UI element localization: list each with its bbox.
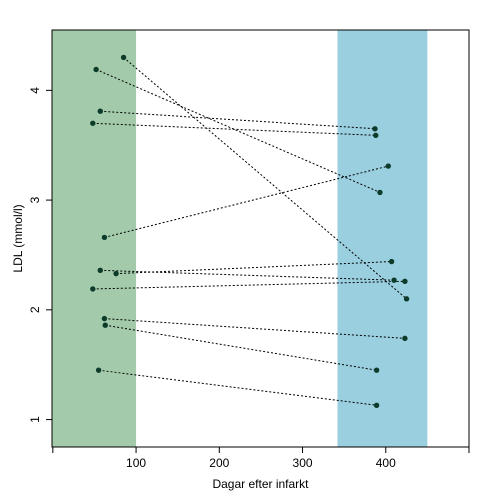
point-9-first bbox=[101, 315, 108, 322]
point-3-second bbox=[372, 126, 378, 132]
y-tick-label-3: 3 bbox=[28, 196, 42, 203]
point-7-first bbox=[113, 270, 119, 277]
pair-line-3 bbox=[100, 110, 375, 130]
point-10-first bbox=[102, 322, 108, 328]
y-axis-title: LDL (mmol/l) bbox=[11, 204, 25, 272]
point-1-first bbox=[120, 54, 127, 61]
point-4-first bbox=[90, 120, 96, 126]
x-tick-label-100: 100 bbox=[126, 456, 146, 470]
x-axis-title: Dagar efter infarkt bbox=[212, 477, 309, 491]
pair-line-2 bbox=[95, 69, 381, 193]
x-axis: 100 200 300 400 bbox=[52, 446, 470, 470]
pair-line-1 bbox=[123, 57, 407, 300]
point-8-second bbox=[402, 278, 408, 284]
pair-line-11 bbox=[98, 369, 377, 406]
point-3-first bbox=[97, 108, 103, 114]
band-2 bbox=[337, 30, 428, 447]
point-7-second bbox=[388, 258, 395, 265]
point-8-first bbox=[90, 286, 96, 292]
y-tick-label-4: 4 bbox=[28, 87, 42, 94]
point-5-first bbox=[101, 234, 108, 241]
point-9-second bbox=[402, 335, 408, 342]
x-tick-label-300: 300 bbox=[293, 456, 313, 470]
point-5-second bbox=[385, 163, 391, 169]
point-2-second bbox=[377, 189, 383, 196]
pair-line-8 bbox=[92, 280, 405, 290]
x-tick-label-400: 400 bbox=[376, 456, 396, 470]
y-tick-label-1: 1 bbox=[28, 416, 42, 423]
band-1 bbox=[52, 30, 137, 447]
data-points bbox=[90, 54, 410, 408]
shaded-bands bbox=[52, 30, 428, 447]
pair-line-10 bbox=[105, 324, 377, 371]
point-6-first bbox=[97, 267, 103, 274]
point-10-second bbox=[373, 367, 380, 373]
y-axis: 1 2 3 4 bbox=[28, 87, 53, 423]
x-tick-label-200: 200 bbox=[209, 456, 229, 470]
pair-lines bbox=[92, 57, 407, 406]
point-4-second bbox=[373, 132, 379, 139]
point-11-first bbox=[95, 367, 102, 373]
pair-line-4 bbox=[92, 122, 376, 136]
y-tick-label-2: 2 bbox=[28, 306, 42, 313]
point-6-second bbox=[391, 277, 397, 283]
point-11-second bbox=[373, 402, 380, 408]
pair-line-7 bbox=[116, 261, 392, 275]
point-2-first bbox=[93, 66, 99, 73]
point-1-second bbox=[403, 296, 410, 302]
pair-line-5 bbox=[104, 165, 389, 238]
